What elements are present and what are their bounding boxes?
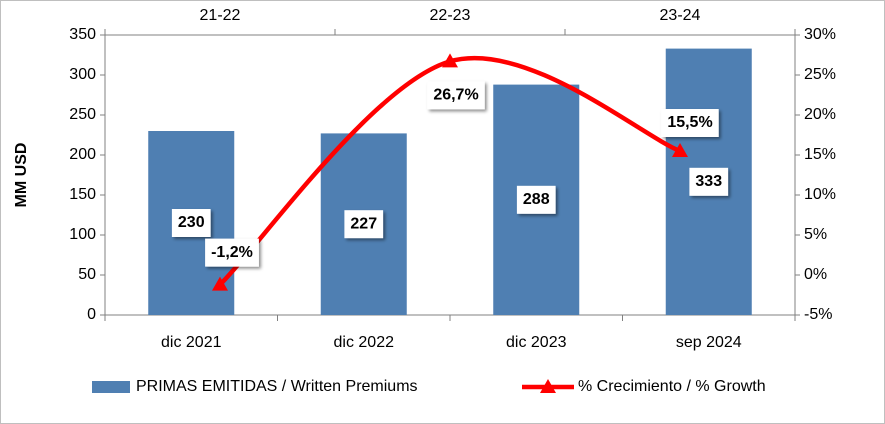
bar-value-label: 333 [695,173,722,190]
x-tick-label: dic 2022 [334,334,395,351]
x2-tick-label: 23-24 [660,7,701,24]
y-tick-label: 350 [69,26,96,43]
y-tick-label: 300 [69,66,96,83]
growth-value-label: 15,5% [667,114,712,131]
bar-value-label: 230 [178,214,205,231]
legend-marker [540,379,556,393]
growth-value-label-group: -1,2% [205,238,259,267]
bar-value-label-group: 227 [344,210,384,239]
bar-value-label-group: 288 [516,185,556,214]
bar-value-label-box [171,209,211,237]
y2-tick-label: 0% [804,266,827,283]
growth-value-label-box [427,81,485,110]
bar-value-label: 227 [350,215,377,232]
y2-tick-label: 15% [804,146,836,163]
y2-tick-label: 20% [804,106,836,123]
bar-value-label-group: 333 [689,167,729,196]
x2-tick-label: 22-23 [430,7,471,24]
x-tick-label: dic 2023 [506,334,567,351]
legend-label: % Crecimiento / % Growth [578,378,766,395]
x-tick-label: dic 2021 [161,334,222,351]
legend-label: PRIMAS EMITIDAS / Written Premiums [136,378,418,395]
y-tick-label: 250 [69,106,96,123]
bar-value-label-box [516,185,556,214]
line-marker [672,143,688,157]
bar-value-label-box [344,210,384,239]
y-tick-label: 100 [69,226,96,243]
bar-value-label: 288 [523,191,550,208]
y2-tick-label: -5% [804,306,832,323]
x-tick-label: sep 2024 [676,334,742,351]
bar-value-label-group: 230 [171,209,211,237]
legend-swatch [92,381,130,393]
line-marker [212,276,228,291]
growth-value-label-group: 26,7% [427,81,485,110]
y-tick-label: 150 [69,186,96,203]
growth-value-label: -1,2% [211,244,253,261]
growth-value-label-box [205,238,259,267]
growth-value-label-group: 15,5% [661,109,719,137]
growth-value-label-box [661,109,719,137]
y-tick-label: 50 [78,266,96,283]
y-axis-title: MM USD [13,143,30,208]
y2-tick-label: 25% [804,66,836,83]
bar-value-label-box [689,167,729,196]
x2-tick-label: 21-22 [200,7,241,24]
y2-tick-label: 10% [804,186,836,203]
y2-tick-label: 5% [804,226,827,243]
y-tick-label: 0 [87,306,96,323]
growth-value-label: 26,7% [433,87,478,104]
y2-tick-label: 30% [804,26,836,43]
line-marker [442,53,458,68]
y-tick-label: 200 [69,146,96,163]
